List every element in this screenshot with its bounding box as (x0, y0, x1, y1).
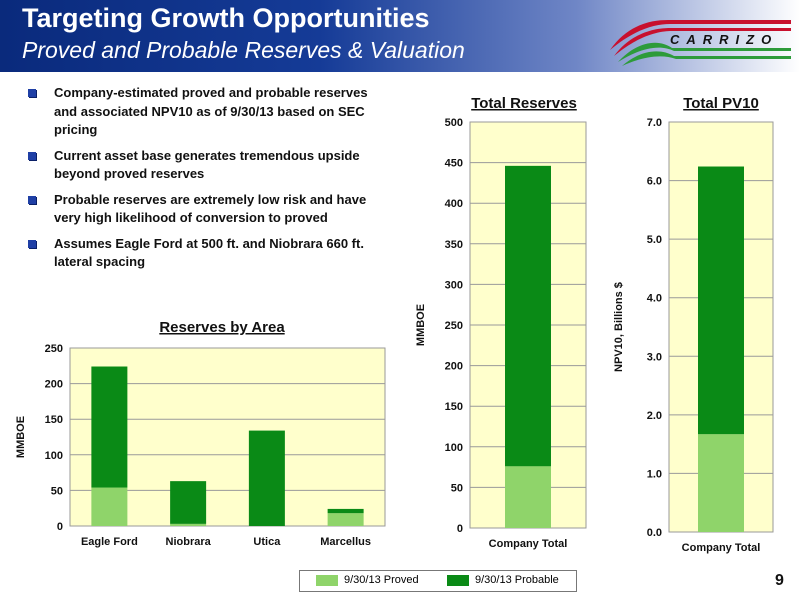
y-tick-label: 200 (445, 361, 463, 373)
y-tick-label: 0 (57, 521, 63, 533)
bar-segment (91, 487, 128, 526)
y-tick-label: 350 (445, 239, 463, 251)
legend-swatch-probable (447, 575, 469, 586)
bar-segment (505, 466, 551, 528)
y-tick-label: 300 (445, 279, 463, 291)
y-tick-label: 4.0 (647, 293, 662, 305)
y-tick-label: 0 (457, 523, 463, 535)
bar-segment (327, 508, 364, 514)
x-tick-label: Utica (253, 536, 281, 548)
bar-segment (91, 366, 128, 488)
bar-segment (698, 166, 744, 435)
legend-swatch-proved (316, 575, 338, 586)
y-tick-label: 0.0 (647, 527, 662, 539)
y-tick-label: 2.0 (647, 410, 662, 422)
y-axis-label: NPV10, Billions $ (613, 282, 625, 372)
bullet-item: Company-estimated proved and probable re… (28, 84, 388, 140)
bar-segment (248, 430, 285, 526)
bar-segment (698, 434, 744, 532)
legend-label-probable: 9/30/13 Probable (475, 574, 559, 586)
chart-title: Reserves by Area (159, 319, 285, 336)
bullet-list: Company-estimated proved and probable re… (28, 84, 388, 279)
bullet-item: Current asset base generates tremendous … (28, 147, 388, 184)
y-tick-label: 250 (45, 343, 63, 355)
y-tick-label: 500 (445, 117, 463, 129)
x-tick-label: Company Total (489, 538, 568, 550)
total-reserves-chart: Total Reserves 0 50 100 150 200 250 300 350 400 45… (415, 95, 587, 550)
bar-segment (170, 523, 207, 526)
bullet-square-icon (28, 239, 36, 248)
x-tick-label: Company Total (682, 542, 761, 554)
bullet-item: Probable reserves are extremely low risk… (28, 191, 388, 228)
carrizo-logo: CARRIZO (606, 14, 796, 66)
bullet-text: Probable reserves are extremely low risk… (54, 191, 367, 226)
chart-legend: 9/30/13 Proved 9/30/13 Probable (299, 570, 577, 592)
y-tick-label: 50 (451, 482, 463, 494)
y-tick-label: 7.0 (647, 117, 662, 129)
y-tick-label: 400 (445, 198, 463, 210)
y-tick-label: 250 (445, 320, 463, 332)
y-tick-label: 1.0 (647, 468, 662, 480)
y-axis-label: MMBOE (15, 416, 27, 458)
page-number: 9 (775, 572, 784, 589)
bullet-square-icon (28, 195, 36, 204)
bullet-square-icon (28, 89, 36, 97)
y-tick-label: 50 (51, 485, 63, 497)
bullet-item: Assumes Eagle Ford at 500 ft. and Niobra… (28, 235, 388, 272)
y-tick-label: 150 (445, 401, 463, 413)
bullet-square-icon (28, 151, 36, 160)
reserves-by-area-chart: Reserves by Area 0 50 100 150 200 250 MMBOE Eagl… (15, 319, 386, 548)
chart-title: Total Reserves (471, 95, 577, 112)
chart-title: Total PV10 (683, 95, 759, 112)
y-tick-label: 3.0 (647, 351, 662, 363)
bullet-text: Assumes Eagle Ford at 500 ft. and Niobra… (54, 235, 364, 270)
y-tick-label: 100 (445, 442, 463, 454)
x-tick-label: Eagle Ford (81, 536, 138, 548)
y-tick-label: 5.0 (647, 234, 662, 246)
bar-segment (505, 165, 551, 467)
bar-segment (327, 513, 364, 526)
x-tick-label: Niobrara (166, 536, 212, 548)
legend-label-proved: 9/30/13 Proved (344, 574, 419, 586)
y-tick-label: 200 (45, 379, 63, 391)
y-tick-label: 450 (445, 158, 463, 170)
y-tick-label: 150 (45, 414, 63, 426)
total-pv10-chart: Total PV10 0.0 1.0 2.0 3.0 4.0 5.0 6.0 7.0 NPV10,… (613, 95, 774, 554)
x-tick-label: Marcellus (320, 536, 371, 548)
y-tick-label: 6.0 (647, 176, 662, 188)
y-axis-label: MMBOE (415, 304, 427, 346)
y-tick-label: 100 (45, 450, 63, 462)
slide-subtitle: Proved and Probable Reserves & Valuation (22, 37, 465, 63)
bullet-text: Current asset base generates tremendous … (54, 147, 360, 182)
logo-wordmark: CARRIZO (670, 32, 779, 47)
slide-header: Targeting Growth Opportunities Proved an… (0, 0, 800, 72)
bar-segment (170, 481, 207, 524)
bullet-text: Company-estimated proved and probable re… (54, 85, 368, 137)
slide-title: Targeting Growth Opportunities (22, 3, 430, 33)
carrizo-swoosh-icon (610, 20, 796, 66)
